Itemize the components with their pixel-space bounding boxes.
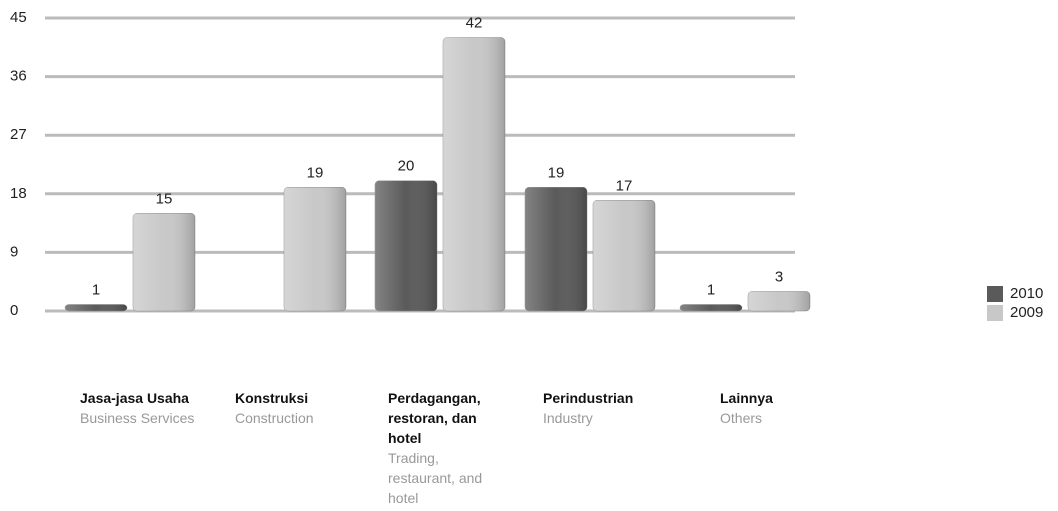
category-subtitle: Construction [235, 410, 314, 426]
category-name: Lainnya [720, 390, 773, 406]
category-name: Konstruksi [235, 390, 309, 406]
y-tick-label: 36 [10, 68, 27, 85]
value-label: 1 [707, 281, 715, 298]
legend-swatch [987, 286, 1003, 302]
bar-shade [443, 37, 505, 312]
category-name: Jasa-jasa Usaha [80, 390, 189, 406]
y-tick-label: 45 [10, 9, 27, 26]
bar-shade [593, 200, 655, 311]
value-label: 20 [398, 158, 415, 175]
category-label: Perdagangan, restoran, dan hotel Trading,… [388, 388, 508, 508]
category-subtitle: Industry [543, 410, 593, 426]
y-tick-label: 27 [10, 126, 27, 143]
bar-shade [748, 291, 810, 311]
bar-shade [284, 187, 346, 311]
category-label: Jasa-jasa Usaha Business Services [80, 388, 200, 428]
value-label: 19 [548, 164, 565, 181]
value-label: 3 [775, 268, 783, 285]
y-tick-label: 9 [10, 243, 18, 260]
bar-shade [133, 213, 195, 311]
value-label: 19 [307, 164, 324, 181]
value-label: 17 [616, 177, 633, 194]
category-subtitle: Business Services [80, 410, 195, 426]
y-tick-label: 18 [10, 185, 27, 202]
y-tick-label: 0 [10, 302, 18, 319]
category-label: Konstruksi Construction [235, 388, 355, 428]
value-label: 1 [92, 281, 100, 298]
category-subtitle: Trading, restaurant, and hotel [388, 450, 483, 506]
category-label: Perindustrian Industry [543, 388, 663, 428]
value-label: 15 [156, 190, 173, 207]
bar-shade [525, 187, 587, 311]
category-label: Lainnya Others [720, 388, 840, 428]
bar-shade [65, 304, 127, 311]
legend-label: 2010 [1010, 285, 1043, 302]
legend-label: 2009 [1010, 304, 1043, 321]
bar-shade [680, 304, 742, 311]
legend-swatch [987, 305, 1003, 321]
category-name: Perdagangan, restoran, dan hotel [388, 390, 481, 446]
category-subtitle: Others [720, 410, 763, 426]
bar-shade [375, 180, 437, 311]
value-label: 42 [466, 15, 483, 32]
category-name: Perindustrian [543, 390, 634, 406]
